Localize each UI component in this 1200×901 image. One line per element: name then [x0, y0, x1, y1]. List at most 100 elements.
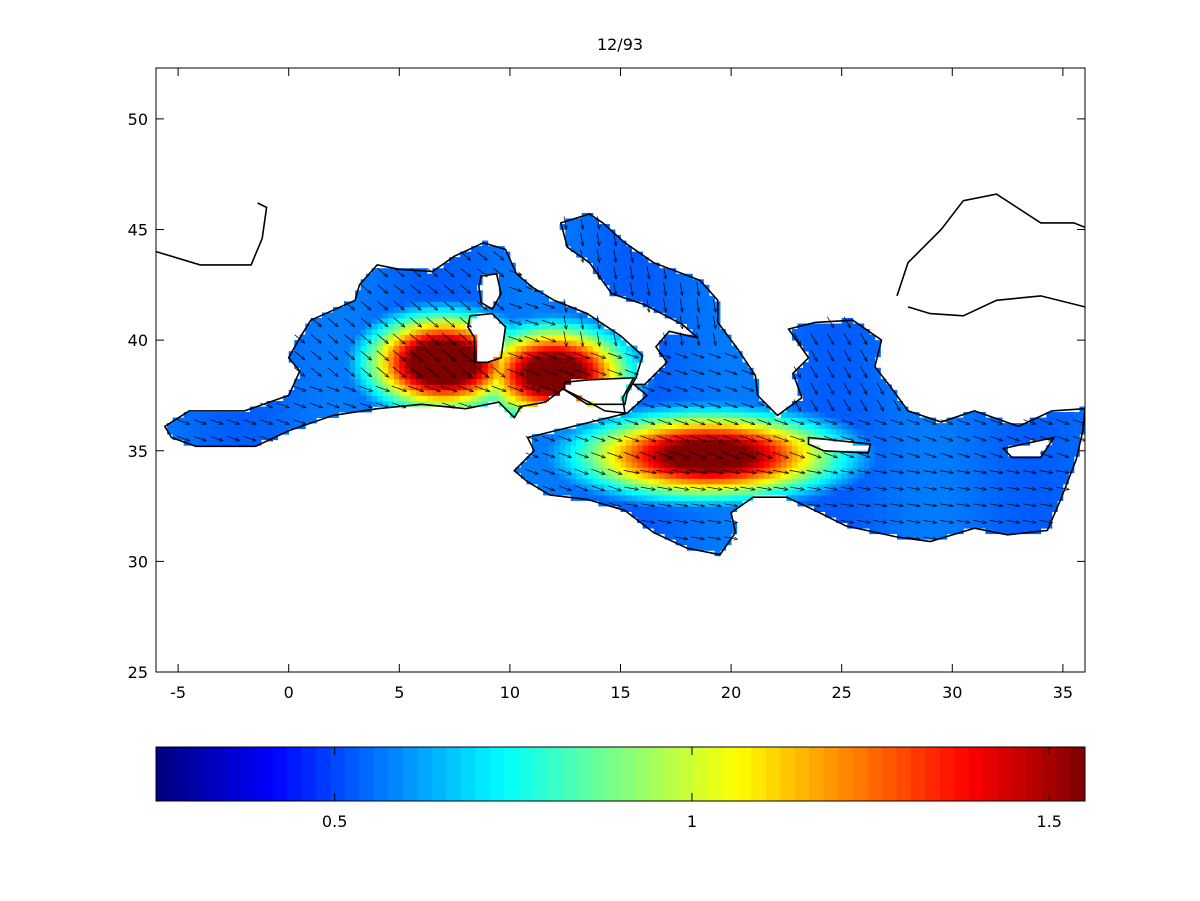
x-tick-label: 20: [721, 683, 741, 702]
field-cell: [1073, 423, 1080, 430]
field-cell: [1035, 434, 1042, 441]
field-cell: [637, 279, 644, 286]
wind-arrow: [823, 470, 838, 474]
field-cell: [858, 489, 865, 496]
field-cell: [631, 356, 638, 363]
field-cell: [587, 439, 594, 446]
field-cell: [874, 500, 881, 507]
field-cell: [393, 378, 400, 385]
field-cell: [1024, 428, 1031, 435]
field-cell: [581, 229, 588, 236]
field-cell: [653, 483, 660, 490]
wind-arrow: [409, 317, 422, 328]
field-cell: [902, 472, 909, 479]
field-cell: [189, 428, 196, 435]
field-cell: [670, 428, 677, 435]
field-cell: [819, 417, 826, 424]
field-cell: [609, 500, 616, 507]
field-cell: [902, 461, 909, 468]
field-cell: [720, 434, 726, 441]
field-cell: [825, 334, 832, 341]
field-cell: [443, 400, 450, 407]
field-cell: [968, 489, 975, 496]
field-cell: [299, 345, 306, 352]
field-cell: [957, 528, 964, 535]
field-cell: [731, 456, 738, 463]
field-cell: [891, 434, 898, 441]
wind-arrow: [392, 333, 405, 344]
field-cell: [753, 439, 760, 446]
field-cell: [355, 356, 361, 363]
field-cell: [570, 318, 577, 324]
field-cell: [659, 522, 666, 529]
field-cell: [366, 284, 373, 291]
field-cell: [1040, 489, 1047, 496]
field-cell: [509, 356, 516, 363]
wind-arrow: [806, 452, 822, 458]
field-cell: [581, 362, 588, 369]
field-cell: [537, 450, 544, 457]
field-cell: [869, 428, 876, 435]
field-cell: [620, 251, 627, 258]
field-cell: [968, 483, 975, 490]
field-cell: [708, 428, 715, 435]
field-cell: [426, 351, 433, 358]
field-cell: [830, 478, 837, 485]
wind-arrow: [558, 469, 572, 474]
field-cell: [603, 489, 610, 496]
field-cell: [659, 517, 666, 524]
wind-arrow: [440, 385, 457, 392]
field-cell: [592, 373, 599, 380]
field-cell: [642, 506, 649, 512]
field-cell: [869, 456, 876, 463]
field-cell: [968, 467, 975, 474]
field-cell: [460, 334, 467, 341]
field-cell: [603, 373, 610, 380]
field-cell: [587, 445, 594, 452]
field-cell: [919, 423, 926, 430]
field-cell: [476, 301, 483, 308]
field-cell: [543, 295, 550, 302]
field-cell: [305, 334, 312, 341]
field-cell: [968, 417, 975, 424]
field-cell: [377, 400, 384, 407]
wind-arrow: [840, 503, 854, 506]
field-cell: [642, 517, 649, 524]
field-cell: [802, 384, 809, 391]
wind-arrow: [679, 332, 682, 345]
field-cell: [780, 434, 787, 441]
field-cell: [968, 439, 975, 446]
field-cell: [299, 334, 306, 341]
field-cell: [775, 417, 782, 424]
wind-arrow: [639, 469, 656, 473]
field-cell: [653, 517, 660, 524]
field-cell: [720, 511, 726, 518]
field-cell: [836, 367, 843, 374]
field-cell: [913, 434, 920, 441]
field-cell: [725, 367, 732, 374]
field-cell: [703, 323, 710, 330]
field-cell: [847, 329, 854, 335]
field-cell: [598, 439, 605, 446]
field-cell: [404, 384, 411, 391]
field-cell: [355, 290, 361, 297]
colorbar-segment: [939, 747, 955, 801]
field-cell: [675, 345, 682, 352]
field-cell: [250, 439, 256, 446]
field-cell: [692, 318, 699, 324]
field-cell: [703, 367, 710, 374]
field-cell: [825, 345, 832, 352]
field-cell: [327, 378, 334, 385]
wind-arrow: [690, 486, 705, 490]
field-cell: [509, 340, 516, 347]
field-cell: [1007, 483, 1014, 490]
field-cell: [438, 389, 444, 396]
field-cell: [548, 329, 555, 335]
field-cell: [493, 262, 500, 269]
field-cell: [720, 445, 726, 452]
field-cell: [919, 439, 926, 446]
field-cell: [725, 362, 732, 369]
field-cell: [244, 428, 251, 435]
field-cell: [515, 467, 522, 474]
